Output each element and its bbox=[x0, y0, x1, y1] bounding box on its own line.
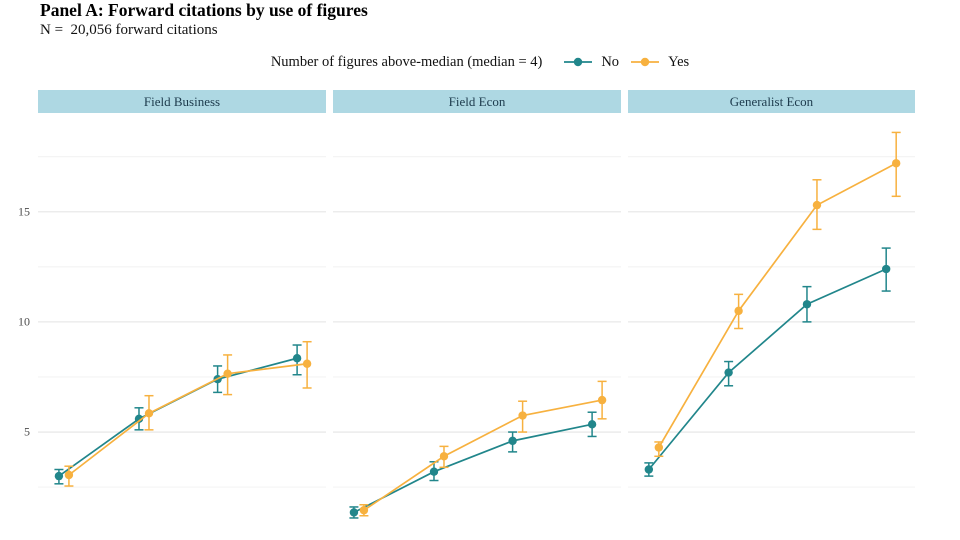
legend: Number of figures above-median (median =… bbox=[0, 50, 960, 74]
series-line-yes bbox=[658, 162, 897, 448]
data-point-yes bbox=[359, 506, 369, 515]
y-axis-tick-10: 10 bbox=[18, 314, 30, 329]
facet-label: Generalist Econ bbox=[729, 93, 814, 109]
legend-item-no: No bbox=[562, 54, 619, 71]
data-point-no bbox=[349, 508, 359, 517]
facet-label: Field Business bbox=[143, 93, 221, 109]
series-line-no bbox=[353, 423, 593, 514]
facet-strip-field-econ: Field Econ bbox=[333, 90, 621, 113]
data-point-yes bbox=[734, 306, 743, 316]
legend-item-yes: Yes bbox=[629, 54, 689, 71]
data-point-yes bbox=[891, 159, 901, 168]
y-axis-tick-15: 15 bbox=[18, 204, 30, 219]
chart-title: Panel A: Forward citations by use of fig… bbox=[40, 0, 368, 20]
data-point-yes bbox=[654, 443, 664, 452]
facet-strip-field-business: Field Business bbox=[38, 90, 326, 113]
data-point-yes bbox=[812, 200, 822, 210]
facet-panel-field-econ bbox=[333, 156, 621, 519]
data-point-yes bbox=[223, 369, 232, 378]
data-point-no bbox=[508, 436, 517, 446]
legend-key-no-icon bbox=[564, 57, 593, 67]
legend-label-yes: Yes bbox=[668, 53, 690, 70]
legend-key-yes-icon bbox=[631, 57, 660, 67]
data-point-yes bbox=[144, 409, 154, 418]
data-point-yes bbox=[518, 411, 527, 420]
data-point-no bbox=[724, 368, 733, 377]
series-line-no bbox=[58, 357, 298, 477]
y-axis-tick-5: 5 bbox=[24, 424, 30, 439]
data-point-yes bbox=[439, 452, 449, 461]
chart-subtitle: N = 20,056 forward citations bbox=[40, 22, 218, 38]
facet-strip-generalist-econ: Generalist Econ bbox=[628, 90, 915, 113]
series-line-yes bbox=[68, 362, 308, 476]
data-point-no bbox=[429, 467, 439, 476]
facet-label: Field Econ bbox=[448, 93, 506, 109]
legend-label-no: No bbox=[601, 53, 620, 70]
data-point-no bbox=[881, 264, 891, 274]
data-point-no bbox=[802, 300, 812, 309]
data-point-no bbox=[292, 354, 302, 363]
series-line-yes bbox=[363, 399, 603, 511]
facet-panel-generalist-econ bbox=[628, 131, 915, 488]
data-point-yes bbox=[302, 359, 312, 368]
data-point-no bbox=[134, 414, 144, 424]
data-point-no bbox=[587, 420, 597, 429]
data-point-no bbox=[54, 471, 64, 481]
series-line-no bbox=[648, 268, 887, 471]
legend-title: Number of figures above-median (median =… bbox=[270, 53, 543, 70]
data-point-no bbox=[644, 465, 654, 474]
data-point-yes bbox=[597, 395, 607, 405]
data-point-yes bbox=[64, 470, 74, 480]
facet-panel-field-business bbox=[38, 156, 326, 488]
